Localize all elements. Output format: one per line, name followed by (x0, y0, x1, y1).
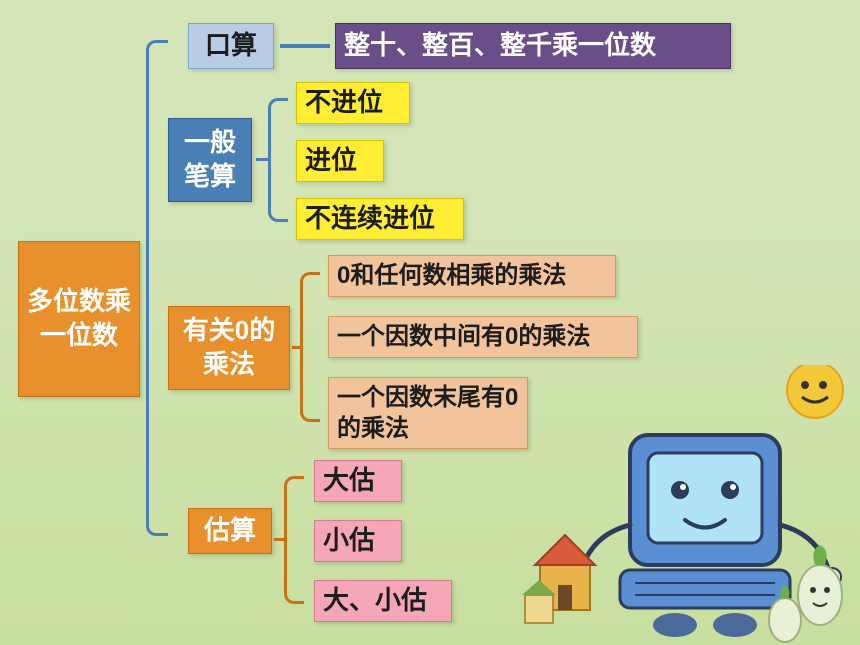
leaf-estimate-7: 大估 (314, 460, 402, 502)
leaf-estimate-9: 大、小估 (314, 580, 452, 622)
leaf-zero-4: 0和任何数相乘的乘法 (328, 255, 616, 297)
leaf-zero-5: 一个因数中间有0的乘法 (328, 316, 638, 358)
bracket (300, 272, 320, 422)
decoration-cartoon (520, 365, 860, 645)
connector (256, 158, 268, 161)
leaf-zero-6: 一个因数末尾有0的乘法 (328, 377, 528, 449)
connector (292, 346, 302, 349)
category-estimate: 估算 (188, 508, 272, 554)
category-written: 一般笔算 (168, 118, 252, 202)
category-mental: 口算 (188, 23, 274, 69)
leaf-estimate-8: 小估 (314, 520, 402, 562)
connector (280, 44, 330, 48)
leaf-written-3: 不连续进位 (296, 198, 464, 240)
leaf-written-1: 不进位 (296, 82, 410, 124)
bracket (284, 476, 304, 604)
root-node: 多位数乘一位数 (18, 241, 140, 397)
leaf-mental-0: 整十、整百、整千乘一位数 (335, 23, 731, 69)
leaf-written-2: 进位 (296, 140, 384, 182)
connector (274, 538, 284, 541)
category-zero: 有关0的乘法 (168, 306, 290, 390)
bracket (146, 40, 168, 536)
bracket (268, 98, 288, 222)
